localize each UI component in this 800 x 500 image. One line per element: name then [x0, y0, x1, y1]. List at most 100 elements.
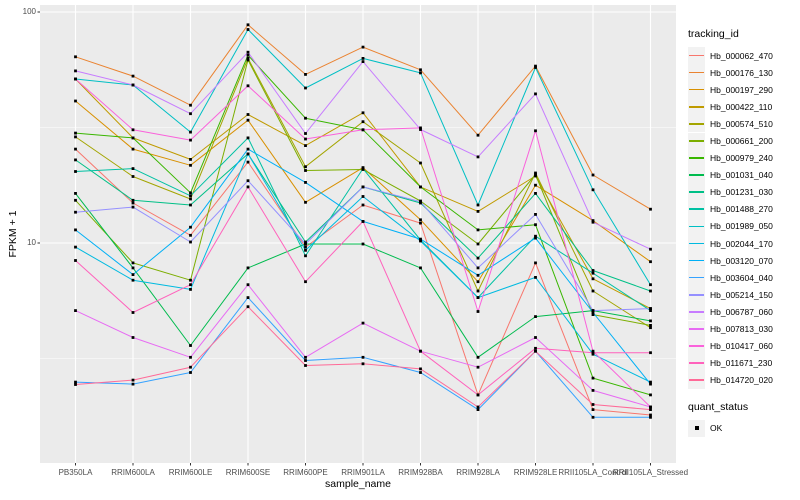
line-key-icon [688, 354, 705, 372]
data-point [304, 144, 307, 147]
data-point [131, 83, 135, 87]
legend-item-label: Hb_000422_110 [710, 101, 773, 112]
data-point [189, 288, 192, 291]
legend-item-label: Hb_014720_020 [710, 375, 773, 386]
data-point [304, 355, 307, 359]
data-point [534, 346, 537, 350]
data-point [476, 242, 480, 246]
panel-background [40, 5, 676, 463]
legend-item-label: Hb_003604_040 [710, 272, 773, 283]
data-point [304, 200, 307, 204]
data-point [189, 355, 192, 359]
data-point [304, 181, 307, 184]
data-point [649, 408, 652, 411]
data-point [74, 383, 77, 386]
data-point [534, 276, 537, 279]
data-point [131, 278, 135, 282]
data-point [649, 247, 652, 251]
legend-item-Hb_011671_230: Hb_011671_230 [688, 354, 800, 372]
data-point [246, 28, 250, 31]
data-point [361, 111, 365, 115]
line-key-icon [688, 303, 705, 321]
data-point [304, 280, 307, 284]
data-point [534, 234, 537, 238]
line-key-icon [688, 115, 705, 133]
data-point [131, 378, 135, 382]
data-point [74, 245, 77, 249]
data-point [591, 415, 595, 419]
data-point [649, 382, 652, 386]
data-point [131, 74, 135, 78]
data-point [591, 389, 595, 392]
data-point [304, 137, 307, 141]
data-point [419, 128, 422, 131]
data-point [304, 359, 307, 362]
data-point [74, 259, 77, 262]
data-point [246, 57, 250, 60]
data-point [246, 113, 250, 116]
data-point [361, 355, 365, 359]
data-point [361, 195, 365, 198]
data-point [419, 349, 422, 353]
data-point [591, 408, 595, 411]
data-point [476, 256, 480, 260]
data-point [189, 112, 192, 116]
data-point [419, 221, 422, 225]
data-point [246, 50, 250, 54]
data-point [476, 228, 480, 232]
legend-item-label: Hb_000062_470 [710, 50, 773, 61]
legend-item-label: Hb_011671_230 [710, 358, 773, 369]
data-point [74, 69, 77, 73]
data-point [361, 57, 365, 60]
data-point [246, 179, 250, 183]
data-point [131, 128, 135, 132]
legend-item-Hb_010417_060: Hb_010417_060 [688, 337, 800, 355]
data-point [131, 201, 135, 205]
legend-item-Hb_006787_060: Hb_006787_060 [688, 303, 800, 321]
data-point [591, 269, 595, 272]
data-point [534, 192, 537, 195]
data-point [419, 237, 422, 241]
y-tick-label: 100 [22, 7, 36, 16]
data-point [476, 355, 480, 359]
line-key-icon [688, 81, 705, 99]
data-point [534, 213, 537, 216]
data-point [131, 266, 135, 270]
line-key-icon [688, 269, 705, 287]
data-point [591, 220, 595, 224]
data-point [74, 77, 77, 81]
data-point [246, 152, 250, 156]
data-point [74, 228, 77, 232]
data-point [361, 128, 365, 132]
legend-title-tracking-id: tracking_id [688, 28, 739, 40]
data-point [304, 245, 307, 249]
data-point [534, 183, 537, 187]
data-point [534, 349, 537, 353]
data-point [649, 413, 652, 417]
data-point [131, 198, 135, 202]
data-point [304, 132, 307, 135]
legend-item-Hb_000062_470: Hb_000062_470 [688, 47, 800, 65]
x-axis-title: sample_name [325, 478, 391, 490]
legend-item-Hb_001231_030: Hb_001231_030 [688, 183, 800, 201]
data-point [591, 313, 595, 316]
data-point [304, 165, 307, 169]
data-point [476, 266, 480, 270]
data-point [649, 289, 652, 293]
line-key-icon [688, 183, 705, 201]
data-point [304, 248, 307, 252]
legend-item-label: Hb_000574_510 [710, 118, 773, 129]
data-point [591, 289, 595, 293]
legend-item-Hb_000176_130: Hb_000176_130 [688, 64, 800, 82]
legend-item-label: Hb_000661_200 [710, 136, 773, 147]
line-key-icon [688, 64, 705, 82]
data-point [74, 55, 77, 59]
data-point [476, 155, 480, 159]
data-point [74, 380, 77, 384]
data-point [476, 310, 480, 313]
line-key-icon [688, 235, 705, 253]
data-point [131, 175, 135, 178]
data-point [304, 86, 307, 90]
legend-item-Hb_001488_270: Hb_001488_270 [688, 200, 800, 218]
